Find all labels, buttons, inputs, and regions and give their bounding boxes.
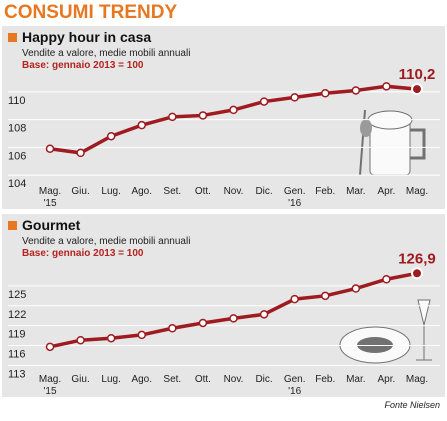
x-tick-label: Dic. [255, 186, 272, 197]
x-tick-label: Feb. [315, 374, 335, 385]
marker [106, 333, 116, 343]
marker [76, 335, 85, 345]
marker [229, 314, 238, 323]
x-tick-label: Ott. [195, 374, 211, 385]
x-year-label: '15 [43, 386, 56, 397]
value-label: 110,2 [399, 66, 436, 83]
x-tick-label: Mag. [39, 374, 61, 385]
chart-subtitle: Vendite a valore, medie mobili annuali [22, 48, 190, 59]
y-tick-label: 104 [8, 178, 26, 190]
y-tick-label: 116 [8, 349, 26, 361]
x-tick-label: Lug. [101, 186, 120, 197]
marker [76, 148, 85, 158]
marker [259, 310, 269, 319]
marker [351, 86, 361, 95]
bullet [8, 221, 17, 230]
x-tick-label: Nov. [224, 186, 244, 197]
x-tick-label: Nov. [224, 374, 244, 385]
marker [137, 120, 146, 130]
y-tick-label: 119 [8, 329, 26, 341]
chart-note: Base: gennaio 2013 = 100 [22, 60, 144, 71]
marker [411, 83, 423, 96]
marker [290, 93, 299, 102]
marker [168, 324, 177, 333]
y-tick-label: 106 [8, 150, 26, 162]
x-tick-label: Mag. [39, 186, 61, 197]
x-tick-label: Mar. [346, 186, 365, 197]
chart-subtitle: Vendite a valore, medie mobili annuali [22, 236, 190, 247]
marker [351, 284, 361, 293]
source: Fonte Nielsen [384, 400, 440, 410]
y-tick-label: 108 [8, 123, 26, 135]
x-year-label: '15 [43, 198, 56, 209]
x-tick-label: Dic. [255, 374, 272, 385]
value-label: 126,9 [398, 250, 436, 267]
x-tick-label: Mag. [406, 186, 428, 197]
x-tick-label: Giu. [71, 374, 89, 385]
marker [198, 318, 208, 328]
marker [259, 97, 269, 106]
y-tick-label: 110 [8, 95, 26, 107]
chart-title: Happy hour in casa [22, 29, 151, 45]
x-tick-label: Giu. [71, 186, 89, 197]
marker [382, 275, 391, 284]
y-tick-label: 113 [8, 368, 26, 380]
y-tick-label: 125 [8, 289, 26, 301]
page-title: CONSUMI TRENDY [4, 2, 177, 23]
bullet [8, 33, 17, 42]
marker [321, 291, 330, 301]
x-tick-label: Gen. [284, 186, 306, 197]
x-tick-label: Lug. [101, 374, 120, 385]
y-tick-label: 122 [8, 309, 26, 321]
marker [106, 131, 116, 141]
x-year-label: '16 [288, 386, 301, 397]
x-tick-label: Gen. [284, 374, 306, 385]
marker [45, 342, 55, 352]
x-tick-label: Apr. [378, 374, 396, 385]
chart-title: Gourmet [22, 217, 81, 233]
marker [198, 111, 208, 120]
x-tick-label: Ott. [195, 186, 211, 197]
x-tick-label: Mar. [346, 374, 365, 385]
x-tick-label: Set. [163, 186, 181, 197]
x-tick-label: Apr. [378, 186, 396, 197]
x-tick-label: Set. [163, 374, 181, 385]
x-tick-label: Ago. [131, 374, 152, 385]
marker [45, 144, 55, 153]
x-tick-label: Mag. [406, 374, 428, 385]
chart-note: Base: gennaio 2013 = 100 [22, 248, 144, 259]
marker [229, 105, 238, 115]
marker [137, 330, 146, 340]
marker [321, 89, 330, 98]
x-year-label: '16 [288, 198, 301, 209]
marker [290, 294, 299, 304]
marker [168, 112, 177, 122]
x-tick-label: Ago. [131, 186, 152, 197]
marker [382, 82, 391, 91]
x-tick-label: Feb. [315, 186, 335, 197]
marker [411, 267, 423, 280]
